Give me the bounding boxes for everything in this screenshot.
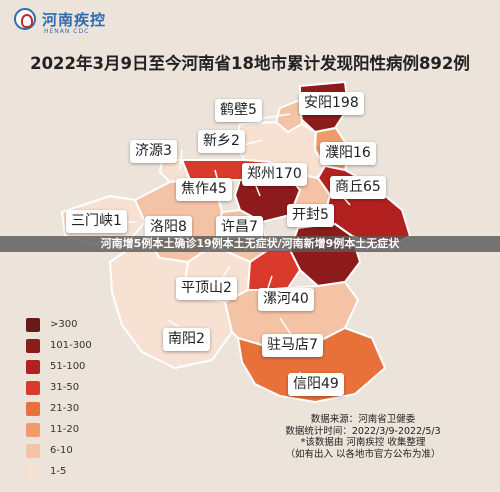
source-date-line: 数据统计时间：2022/3/9-2022/5/3 bbox=[285, 425, 441, 437]
region-zhoukou[interactable] bbox=[289, 223, 361, 287]
legend-swatch bbox=[26, 465, 40, 479]
callout-anyang: 安阳198 bbox=[299, 92, 364, 115]
callout-jiaozuo: 焦作45 bbox=[176, 178, 232, 201]
legend-label: 51-100 bbox=[50, 361, 86, 372]
legend-swatch bbox=[26, 423, 40, 437]
callout-shangqiu: 商丘65 bbox=[330, 176, 386, 199]
legend-label: 21-30 bbox=[50, 403, 80, 414]
legend-swatch bbox=[26, 339, 40, 353]
callout-hebi: 鹤壁5 bbox=[215, 99, 262, 122]
source-collector-line: *该数据由 河南疾控 收集整理 bbox=[300, 437, 426, 448]
header-logo: 河南疾控 HENAN CDC bbox=[14, 8, 214, 38]
callout-pingdingshan: 平顶山2 bbox=[176, 277, 237, 300]
legend-label: 11-20 bbox=[50, 424, 80, 435]
data-source-note: 数据来源：河南省卫健委 数据统计时间：2022/3/9-2022/5/3 *该数… bbox=[248, 414, 478, 460]
callout-xuchang: 许昌7 bbox=[216, 216, 263, 239]
legend-swatch bbox=[26, 360, 40, 374]
callout-zhengzhou: 郑州170 bbox=[242, 163, 307, 186]
legend-label: 31-50 bbox=[50, 382, 80, 393]
callout-luoyang: 洛阳8 bbox=[145, 216, 192, 239]
legend-label: >300 bbox=[50, 319, 78, 330]
callout-xinxiang: 新乡2 bbox=[198, 130, 245, 153]
logo-text: 河南疾控 bbox=[42, 11, 107, 29]
callout-zhumadian: 驻马店7 bbox=[262, 334, 323, 357]
legend-label: 6-10 bbox=[50, 445, 73, 456]
callout-jiyuan: 济源3 bbox=[130, 140, 177, 163]
source-disclaimer-line: （如有出入 以各地市官方公布为准） bbox=[285, 448, 441, 460]
cdc-emblem-icon bbox=[14, 8, 36, 30]
source-line: 数据来源：河南省卫健委 bbox=[310, 414, 416, 425]
news-headline-banner: 河南增5例本土确诊19例本土无症状/河南新增9例本土无症状 bbox=[0, 236, 500, 252]
callout-kaifeng: 开封5 bbox=[287, 204, 334, 227]
logo-subtitle: HENAN CDC bbox=[44, 28, 90, 35]
legend-swatch bbox=[26, 444, 40, 458]
legend-label: 101-300 bbox=[50, 340, 92, 351]
callout-puyang: 濮阳16 bbox=[320, 142, 376, 165]
legend-swatch bbox=[26, 381, 40, 395]
callout-luohe: 漯河40 bbox=[258, 288, 314, 311]
callout-xinyang: 信阳49 bbox=[288, 373, 344, 396]
callout-sanmenxia: 三门峡1 bbox=[66, 210, 127, 233]
legend-swatch bbox=[26, 318, 40, 332]
callout-nanyang: 南阳2 bbox=[163, 328, 210, 351]
legend-swatch bbox=[26, 402, 40, 416]
page-title: 2022年3月9日至今河南省18地市累计发现阳性病例892例 bbox=[30, 54, 470, 73]
legend-label: 1-5 bbox=[50, 466, 67, 477]
